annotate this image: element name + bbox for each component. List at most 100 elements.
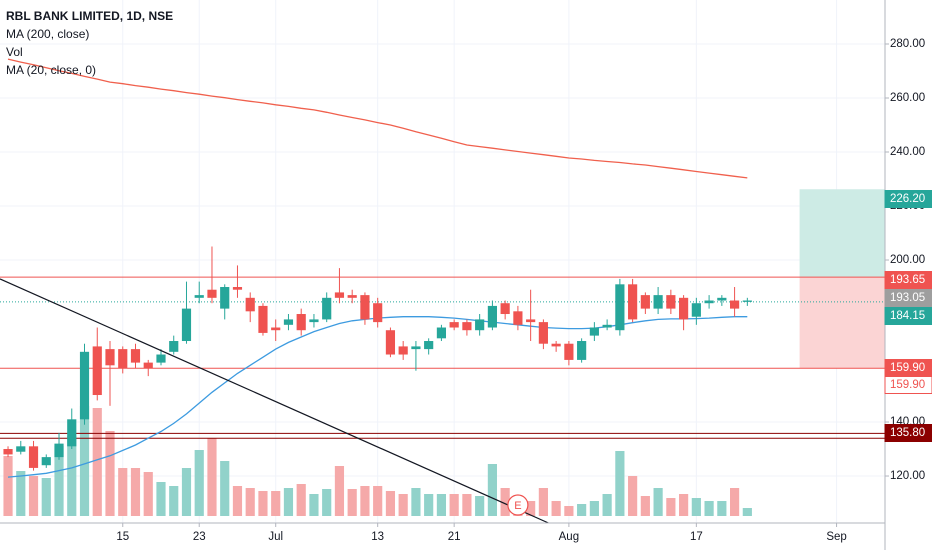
volume-bar [640, 496, 650, 516]
candle-body [628, 284, 638, 320]
volume-bar [130, 468, 141, 516]
volume-bar [169, 486, 179, 516]
volume-bar [360, 486, 370, 516]
volume-bar [628, 476, 638, 516]
volume-bar [347, 489, 357, 516]
candle-body [105, 349, 115, 366]
candle-body [207, 289, 217, 298]
candle-body [398, 346, 408, 355]
volume-bar [258, 491, 268, 516]
volume-bar [691, 498, 701, 516]
volume-bar [653, 488, 663, 516]
profit-zone [799, 189, 885, 278]
price-label-box [884, 271, 932, 289]
x-tick-label: 17 [690, 531, 703, 543]
y-tick-label: 280.00 [890, 38, 925, 50]
x-tick-label: Aug [559, 531, 579, 543]
candle-body [169, 341, 179, 352]
candle-body [130, 349, 141, 363]
candle-body [67, 419, 77, 447]
candle-body [54, 443, 64, 458]
candle-body [424, 341, 434, 350]
x-tick-label: 21 [448, 531, 461, 543]
candle-body [436, 327, 447, 339]
candle-body [640, 295, 650, 309]
candle-body [653, 295, 663, 309]
candle-body [232, 287, 243, 290]
price-label-box [884, 424, 932, 442]
time-axis [0, 523, 885, 550]
candle-body [564, 343, 574, 360]
x-tick-label: Jul [268, 531, 283, 543]
volume-bar [41, 478, 51, 516]
trendline [0, 278, 549, 524]
candle-body [487, 305, 497, 328]
price-label: 226.20 [890, 193, 925, 205]
candle-body [347, 295, 357, 298]
earnings-label: E [514, 500, 521, 512]
volume-bar [385, 491, 396, 516]
volume-bar [105, 431, 115, 516]
volume-bar [742, 508, 752, 516]
earnings-marker [507, 494, 529, 516]
volume-bar [679, 494, 689, 516]
price-label: 193.05 [890, 292, 925, 304]
candle-body [181, 308, 192, 342]
volume-bar [181, 468, 192, 516]
price-label-box [884, 307, 932, 325]
candle-body [679, 297, 689, 320]
volume-bar [424, 494, 434, 516]
candle-body [245, 297, 255, 312]
volume-bar [207, 438, 217, 516]
legend-entry: MA (20, close, 0) [6, 63, 96, 77]
candle-body [717, 297, 727, 301]
volume-bar [666, 498, 676, 516]
volume-bar [92, 408, 102, 516]
candle-body [615, 284, 625, 331]
volume-bar [373, 486, 383, 516]
volume-bar [462, 494, 472, 516]
volume-bar [436, 494, 447, 516]
candle-body [589, 327, 599, 336]
candle-body [309, 319, 319, 323]
volume-bar [449, 494, 459, 516]
volume-bar [475, 496, 485, 516]
price-label: 159.90 [890, 379, 925, 391]
candle-body [322, 297, 332, 320]
candle-body [513, 311, 523, 325]
volume-bar [271, 491, 281, 516]
candle-body [156, 354, 166, 363]
volume-bar [704, 501, 714, 516]
x-tick-label: 13 [371, 531, 384, 543]
candle-body [500, 303, 510, 315]
candle-body [143, 362, 153, 369]
price-label-box [884, 289, 932, 307]
volume-bar [67, 436, 77, 516]
volume-bar [3, 456, 13, 516]
volume-bar [564, 506, 574, 516]
legend-entry: RBL BANK LIMITED, 1D, NSE [6, 9, 173, 23]
moving-average-line [7, 58, 748, 179]
volume-bar [232, 486, 243, 516]
volume-bar [54, 446, 64, 516]
y-tick-label: 120.00 [890, 470, 925, 482]
candle-body [577, 341, 587, 360]
candle-body [666, 295, 676, 309]
volume-bar [589, 501, 599, 516]
candle-body [28, 446, 39, 468]
candle-body [360, 295, 370, 320]
volume-bar [577, 504, 587, 516]
candle-body [271, 327, 281, 331]
candle-body [373, 303, 383, 323]
volume-bar [322, 489, 332, 516]
candle-body [385, 330, 396, 355]
price-label: 135.80 [890, 427, 925, 439]
loss-zone [799, 277, 885, 369]
candle-body [704, 300, 714, 304]
candle-body [258, 305, 268, 333]
price-label-box [884, 190, 932, 208]
candle-body [475, 319, 485, 331]
